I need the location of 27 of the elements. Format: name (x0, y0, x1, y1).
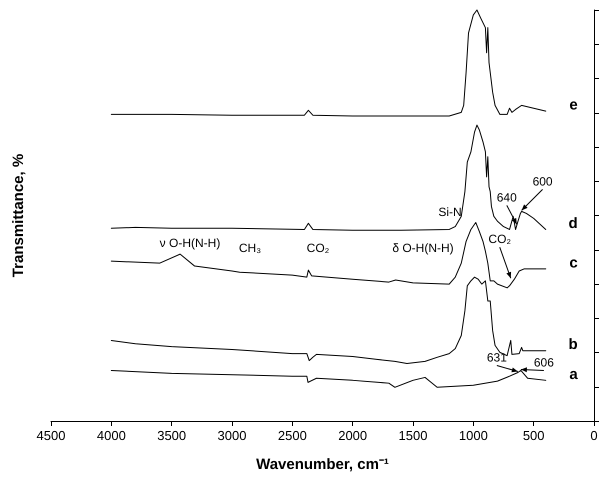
x-tick-label: 0 (590, 428, 598, 443)
x-tick-label: 3000 (218, 428, 246, 443)
annotation: CO₂ (488, 232, 512, 246)
series-label: c (569, 254, 578, 272)
x-tick-label: 4500 (36, 428, 66, 443)
x-tick-label: 1500 (398, 428, 428, 443)
x-tick-label: 500 (522, 428, 545, 443)
legend-label: b (568, 336, 578, 354)
legend-label: d (568, 214, 578, 232)
annotation: 600 (532, 174, 553, 188)
annotation: 631 (486, 350, 508, 364)
annotation: 606 (534, 355, 554, 370)
x-tick-label: 4000 (96, 428, 126, 443)
annotation: ν O-H(N-H) (160, 236, 220, 250)
annotation: δ O-H(N-H) (392, 241, 454, 255)
annotation: 640 (496, 190, 518, 204)
annotation: CO₂ (306, 241, 330, 255)
x-tick-label: 2500 (278, 428, 307, 443)
x-tick-label: 1000 (458, 428, 488, 443)
x-tick-label: 2000 (338, 428, 368, 443)
legend-label: e (569, 96, 578, 114)
series-label: a (569, 366, 578, 383)
x-axis-title: Wavenumber, cm⁻¹ (256, 456, 389, 473)
x-tick-label: 3500 (157, 428, 186, 443)
annotation: CH₃ (238, 241, 262, 255)
y-axis-title: Transmittance, % (10, 154, 27, 278)
annotation: Si-N (438, 205, 462, 219)
